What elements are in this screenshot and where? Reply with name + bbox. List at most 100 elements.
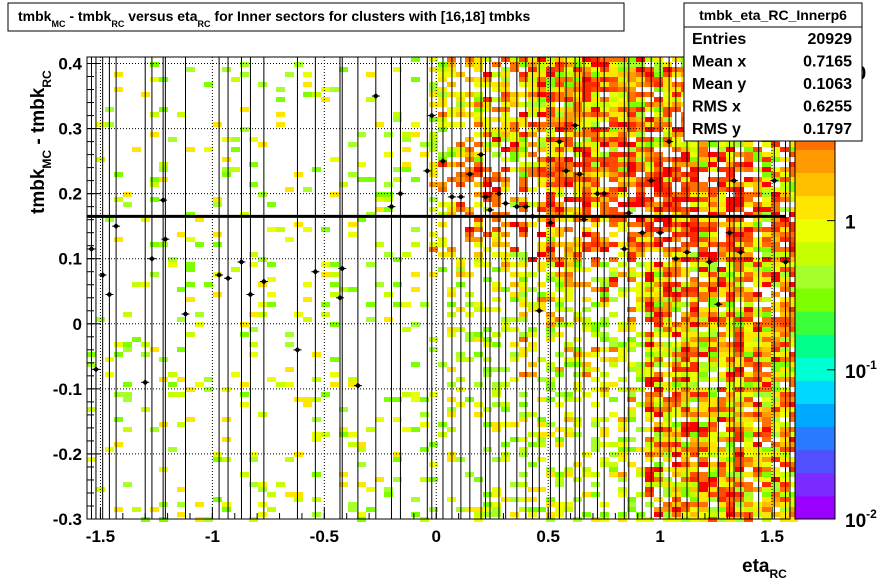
heatmap-cell [726,157,735,162]
heatmap-cell [222,437,231,442]
heatmap-cell [654,297,663,302]
heatmap-cell [591,57,600,62]
heatmap-cell [789,502,798,507]
heatmap-cell [618,262,627,267]
heatmap-cell [672,87,681,92]
heatmap-cell [276,97,285,102]
heatmap-cell [627,147,636,152]
heatmap-cell [402,162,411,167]
heatmap-cell [636,297,645,302]
heatmap-cell [636,57,645,62]
heatmap-cell [618,92,627,97]
heatmap-cell [618,82,627,87]
heatmap-cell [636,272,645,277]
heatmap-cell [609,197,618,202]
heatmap-cell [627,207,636,212]
heatmap-cell [537,102,546,107]
heatmap-cell [663,197,672,202]
heatmap-cell [690,287,699,292]
heatmap-cell [474,97,483,102]
heatmap-cell [609,412,618,417]
heatmap-cell [681,152,690,157]
heatmap-cell [771,347,780,352]
heatmap-cell [582,282,591,287]
heatmap-cell [663,437,672,442]
heatmap-cell [636,367,645,372]
heatmap-cell [645,277,654,282]
heatmap-cell [627,362,636,367]
heatmap-cell [699,247,708,252]
heatmap-cell [258,412,267,417]
heatmap-cell [222,417,231,422]
heatmap-cell [762,162,771,167]
heatmap-cell [780,397,789,402]
heatmap-cell [672,342,681,347]
x-tick-label: -0.5 [310,527,339,546]
heatmap-cell [573,347,582,352]
heatmap-cell [771,262,780,267]
heatmap-cell [699,192,708,197]
heatmap-cell [699,437,708,442]
stats-value: 0.1063 [803,76,852,93]
heatmap-cell [663,312,672,317]
heatmap-cell [483,247,492,252]
heatmap-cell [123,342,132,347]
heatmap-cell [573,252,582,257]
heatmap-cell [429,232,438,237]
heatmap-cell [762,327,771,332]
heatmap-cell [735,197,744,202]
heatmap-cell [672,382,681,387]
heatmap-cell [672,442,681,447]
heatmap-cell [609,282,618,287]
heatmap-cell [663,422,672,427]
heatmap-cell [672,217,681,222]
heatmap-cell [780,452,789,457]
heatmap-cell [726,302,735,307]
heatmap-cell [690,407,699,412]
heatmap-cell [762,437,771,442]
heatmap-cell [663,442,672,447]
heatmap-cell [573,362,582,367]
heatmap-cell [618,137,627,142]
heatmap-cell [726,377,735,382]
heatmap-cell [321,272,330,277]
heatmap-cell [780,167,789,172]
heatmap-cell [672,482,681,487]
heatmap-cell [618,112,627,117]
heatmap-cell [474,167,483,172]
heatmap-cell [708,267,717,272]
heatmap-cell [519,82,528,87]
heatmap-cell [672,397,681,402]
heatmap-cell [267,277,276,282]
heatmap-cell [789,457,798,462]
heatmap-cell [681,467,690,472]
heatmap-cell [645,202,654,207]
heatmap-cell [348,142,357,147]
heatmap-cell [726,352,735,357]
heatmap-cell [663,282,672,287]
heatmap-cell [780,477,789,482]
heatmap-cell [393,477,402,482]
heatmap-cell [645,102,654,107]
heatmap-cell [573,432,582,437]
heatmap-cell [537,147,546,152]
heatmap-cell [609,212,618,217]
heatmap-cell [402,147,411,152]
heatmap-cell [771,252,780,257]
heatmap-cell [618,192,627,197]
heatmap-cell [429,347,438,352]
heatmap-cell [564,217,573,222]
heatmap-cell [753,327,762,332]
heatmap-cell [789,182,798,187]
heatmap-cell [564,197,573,202]
heatmap-cell [780,302,789,307]
heatmap-cell [240,212,249,217]
heatmap-cell [267,302,276,307]
heatmap-cell [591,217,600,222]
heatmap-cell [762,152,771,157]
heatmap-cell [690,162,699,167]
heatmap-cell [681,322,690,327]
heatmap-cell [240,127,249,132]
heatmap-cell [789,327,798,332]
heatmap-cell [690,242,699,247]
